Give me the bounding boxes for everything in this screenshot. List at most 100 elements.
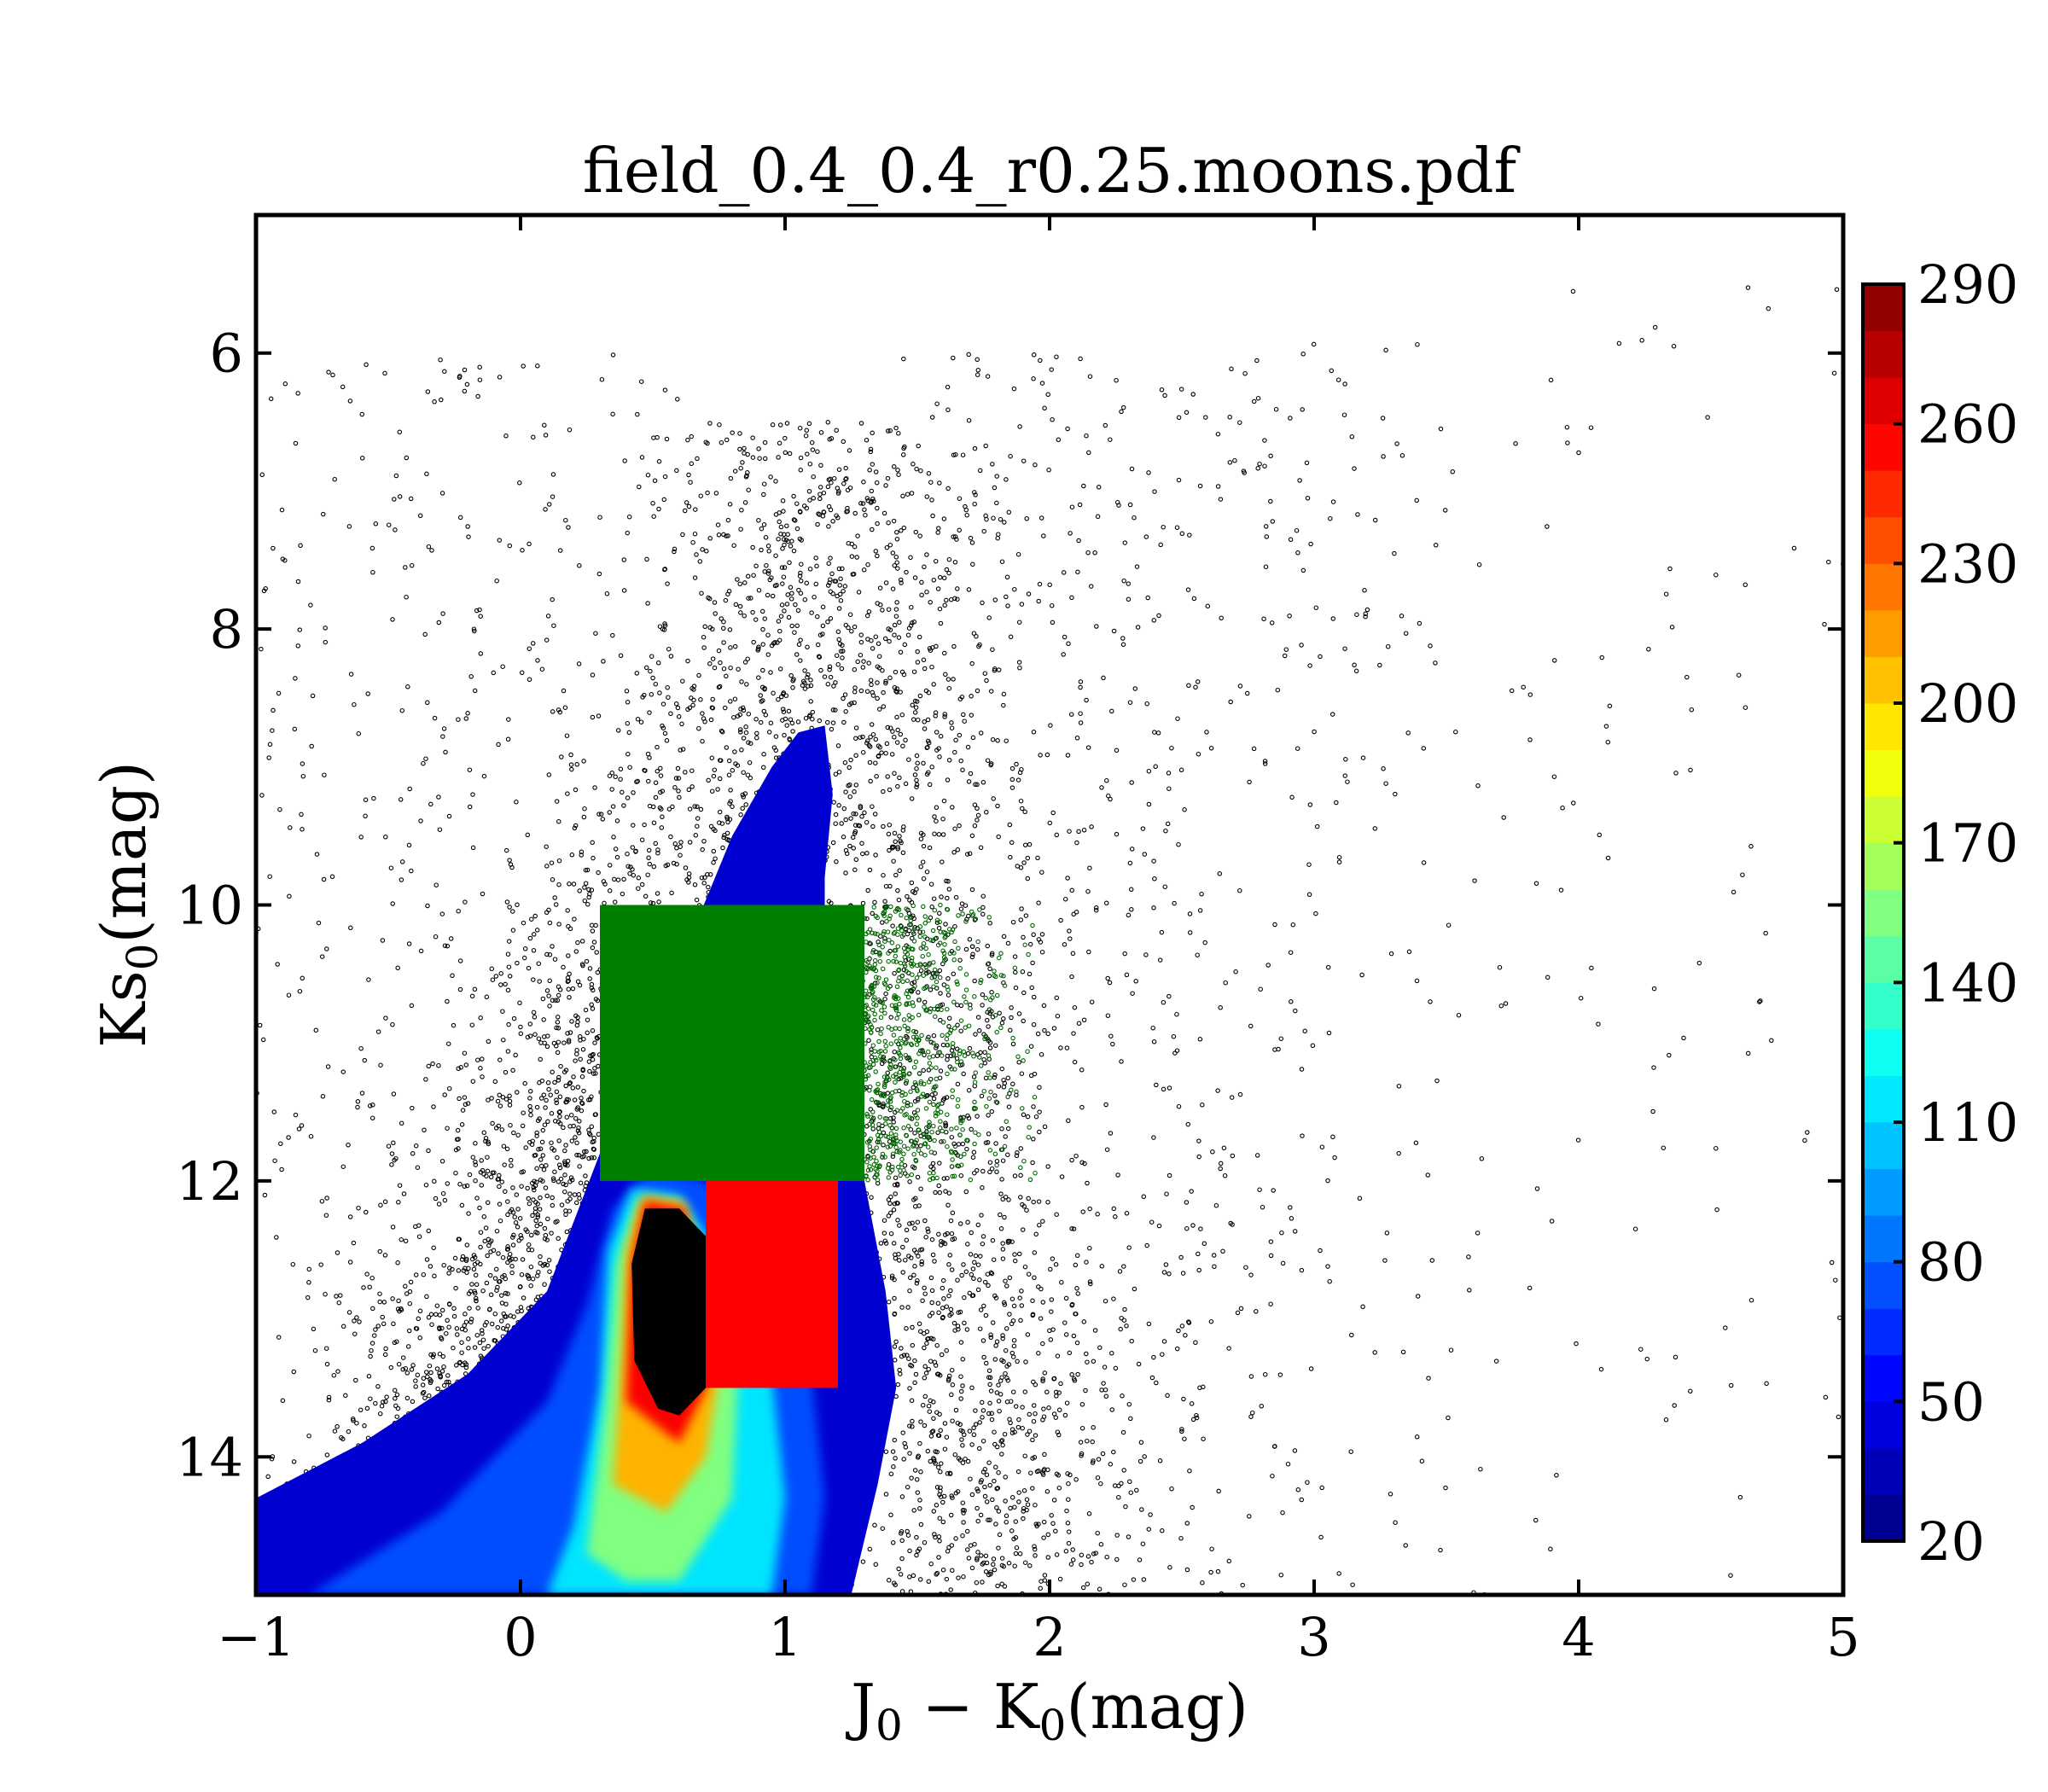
scatter-point bbox=[567, 1191, 573, 1196]
scatter-point bbox=[424, 1257, 430, 1262]
scatter-point bbox=[666, 646, 672, 652]
scatter-point bbox=[953, 1407, 959, 1413]
scatter-point bbox=[1229, 366, 1234, 372]
scatter-point bbox=[901, 1066, 907, 1071]
scatter-point bbox=[797, 573, 803, 579]
scatter-point bbox=[1022, 1453, 1027, 1458]
scatter-point bbox=[567, 1030, 573, 1035]
scatter-point bbox=[881, 1143, 886, 1148]
scatter-point bbox=[955, 1002, 960, 1008]
scatter-point bbox=[518, 1233, 523, 1238]
scatter-point bbox=[469, 1282, 474, 1287]
scatter-point bbox=[562, 1162, 568, 1167]
scatter-point bbox=[587, 892, 592, 897]
scatter-point bbox=[710, 626, 715, 632]
scatter-point bbox=[577, 1164, 582, 1169]
scatter-point bbox=[946, 1190, 952, 1196]
scatter-point bbox=[566, 953, 571, 958]
scatter-point bbox=[367, 1103, 373, 1108]
scatter-point bbox=[891, 1241, 897, 1246]
scatter-point bbox=[765, 592, 771, 598]
scatter-point bbox=[534, 1104, 540, 1110]
scatter-point bbox=[538, 1146, 544, 1152]
scatter-point bbox=[562, 1148, 567, 1154]
scatter-point bbox=[590, 1028, 596, 1033]
scatter-point bbox=[880, 1155, 885, 1160]
scatter-point bbox=[1056, 1485, 1062, 1491]
scatter-point bbox=[758, 693, 763, 698]
scatter-point bbox=[872, 899, 877, 905]
scatter-point bbox=[543, 1232, 549, 1238]
scatter-point bbox=[828, 589, 834, 595]
scatter-point bbox=[733, 602, 739, 608]
scatter-point bbox=[842, 584, 848, 589]
scatter-point bbox=[480, 1074, 485, 1079]
scatter-point bbox=[493, 974, 499, 979]
scatter-point bbox=[980, 1415, 985, 1420]
scatter-point bbox=[439, 1159, 445, 1164]
scatter-point bbox=[686, 871, 692, 876]
scatter-point bbox=[737, 603, 743, 609]
scatter-point bbox=[459, 1350, 464, 1355]
scatter-point bbox=[961, 1071, 966, 1077]
scatter-point bbox=[511, 1130, 516, 1136]
scatter-point bbox=[592, 1066, 597, 1071]
scatter-point bbox=[697, 559, 703, 564]
scatter-point bbox=[472, 986, 478, 992]
scatter-point bbox=[907, 1423, 912, 1428]
scatter-point bbox=[951, 971, 957, 977]
scatter-point bbox=[577, 1196, 582, 1201]
scatter-point bbox=[969, 1385, 975, 1391]
scatter-point bbox=[698, 697, 703, 702]
scatter-point bbox=[481, 1346, 486, 1351]
scatter-point bbox=[1129, 907, 1134, 912]
scatter-point bbox=[1015, 1150, 1020, 1155]
scatter-point bbox=[983, 1140, 989, 1145]
scatter-point bbox=[586, 1155, 591, 1161]
scatter-point bbox=[885, 1091, 891, 1096]
scatter-point bbox=[777, 440, 783, 446]
scatter-point bbox=[507, 1103, 513, 1108]
scatter-point bbox=[530, 641, 536, 646]
scatter-point bbox=[377, 1248, 383, 1254]
scatter-point bbox=[975, 1518, 980, 1524]
scatter-point bbox=[712, 767, 718, 772]
scatter-point bbox=[515, 1132, 521, 1137]
scatter-point bbox=[1073, 1477, 1079, 1482]
scatter-point bbox=[1018, 1318, 1023, 1324]
scatter-point bbox=[1014, 761, 1019, 767]
scatter-point bbox=[782, 565, 788, 570]
scatter-point bbox=[689, 768, 695, 773]
scatter-point bbox=[790, 685, 795, 690]
scatter-point bbox=[937, 754, 942, 759]
scatter-point bbox=[565, 1031, 570, 1036]
scatter-point bbox=[1083, 1388, 1088, 1393]
scatter-point bbox=[841, 589, 846, 594]
scatter-point bbox=[1053, 1262, 1059, 1267]
scatter-point bbox=[1011, 1303, 1017, 1309]
scatter-point bbox=[496, 1251, 501, 1256]
scatter-point bbox=[944, 597, 949, 603]
scatter-point bbox=[439, 1307, 445, 1313]
scatter-point bbox=[986, 1024, 991, 1029]
scatter-point bbox=[978, 845, 984, 851]
scatter-point bbox=[858, 421, 864, 426]
scatter-point bbox=[883, 680, 888, 686]
scatter-point bbox=[760, 626, 765, 632]
scatter-point bbox=[883, 991, 888, 997]
scatter-point bbox=[531, 1197, 536, 1202]
scatter-point bbox=[858, 639, 864, 645]
scatter-point bbox=[964, 852, 970, 857]
scatter-point bbox=[847, 843, 852, 849]
scatter-point bbox=[1015, 1469, 1021, 1475]
scatter-point bbox=[843, 789, 848, 794]
scatter-point bbox=[886, 831, 892, 837]
scatter-point bbox=[1509, 688, 1515, 694]
scatter-point bbox=[473, 1295, 479, 1301]
scatter-point bbox=[1178, 767, 1184, 773]
scatter-point bbox=[437, 1325, 442, 1330]
scatter-point bbox=[719, 728, 724, 734]
scatter-point bbox=[873, 736, 879, 742]
scatter-point bbox=[900, 1244, 905, 1250]
scatter-point bbox=[975, 1167, 980, 1173]
